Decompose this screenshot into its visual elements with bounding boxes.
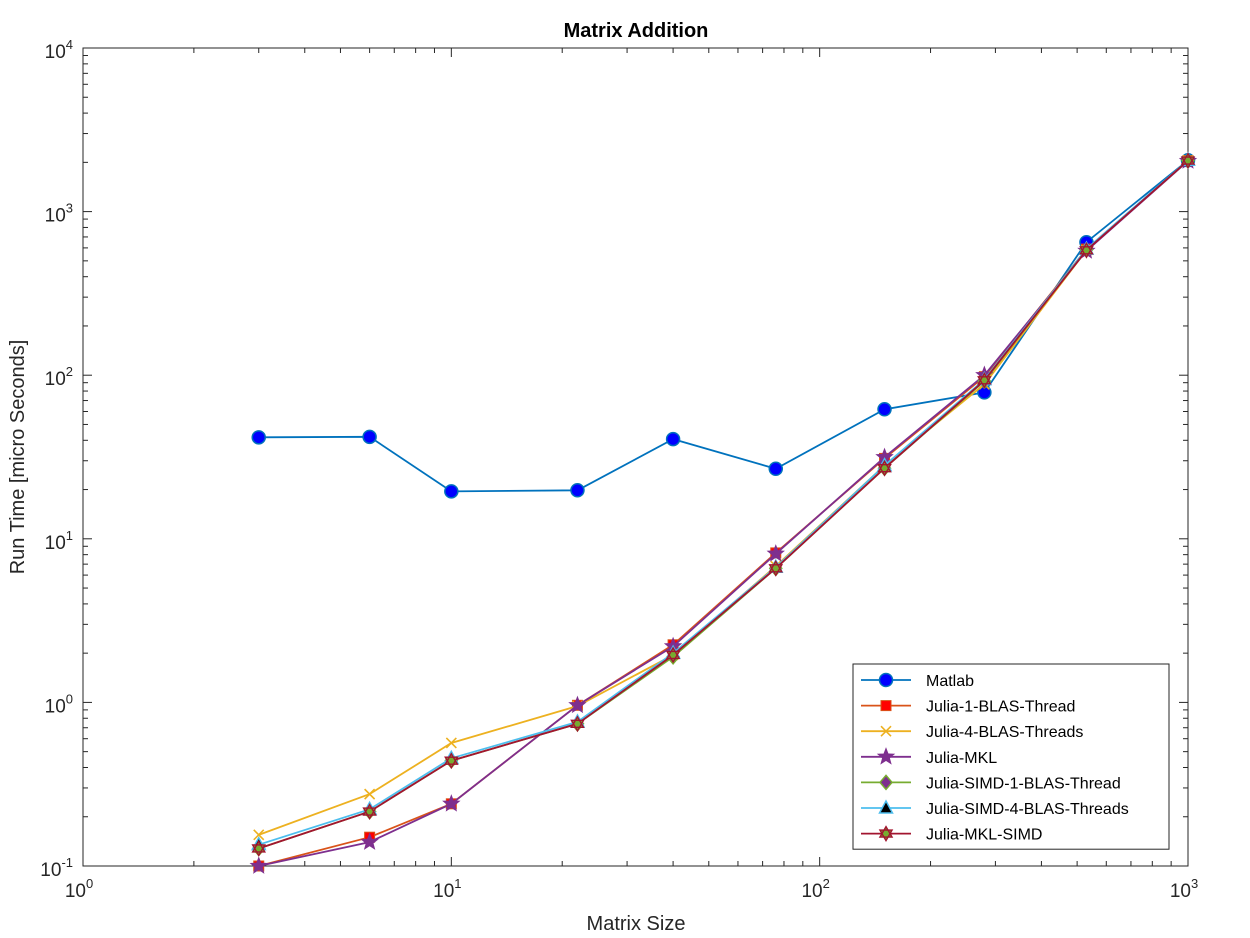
data-point-matlab — [877, 402, 892, 417]
legend-label: Julia-MKL-SIMD — [926, 827, 1042, 844]
data-point-julia-mkl-simd — [768, 559, 784, 577]
legend-item-julia-1-blas-thread: Julia-1-BLAS-Thread — [861, 699, 1075, 716]
series-layer — [249, 151, 1198, 874]
data-point-julia-mkl-simd — [1180, 152, 1196, 170]
data-point-julia-4-blas-threads — [253, 829, 265, 841]
data-point-julia-mkl-simd — [570, 715, 585, 733]
y-tick-label: 103 — [45, 201, 73, 227]
x-axis-title: Matrix Size — [587, 913, 686, 935]
legend-marker — [876, 747, 896, 765]
x-tick-label: 102 — [801, 876, 829, 902]
data-point-matlab — [768, 461, 784, 477]
data-point-matlab — [444, 484, 459, 499]
data-point-julia-mkl-simd — [251, 840, 267, 857]
data-point-matlab — [570, 483, 585, 498]
series-julia-mkl-simd — [251, 152, 1196, 857]
y-tick-label: 100 — [45, 691, 73, 717]
legend-label: Julia-MKL — [926, 750, 997, 767]
legend-marker — [880, 700, 892, 712]
legend-label: Julia-4-BLAS-Threads — [926, 724, 1083, 741]
legend-label: Julia-1-BLAS-Thread — [926, 699, 1075, 716]
legend-label: Matlab — [926, 673, 974, 690]
x-tick-label: 100 — [65, 876, 93, 902]
data-point-matlab — [665, 431, 681, 447]
legend-marker — [879, 774, 893, 791]
legend-item-julia-simd-4-blas-threads: Julia-SIMD-4-BLAS-Threads — [861, 799, 1129, 818]
axes-box — [82, 47, 1189, 867]
data-point-julia-4-blas-threads — [445, 737, 457, 749]
data-point-julia-mkl-simd — [665, 646, 681, 664]
data-point-julia-mkl — [249, 856, 268, 874]
legend-item-julia-4-blas-threads: Julia-4-BLAS-Threads — [861, 724, 1083, 741]
legend-label: Julia-SIMD-1-BLAS-Thread — [926, 775, 1121, 792]
y-tick-label: 101 — [45, 528, 73, 554]
legend-label: Julia-SIMD-4-BLAS-Threads — [926, 801, 1129, 818]
legend-item-julia-mkl: Julia-MKL — [861, 747, 997, 767]
y-axis-title: Run Time [micro Seconds] — [7, 340, 29, 575]
y-tick-label: 10-1 — [40, 855, 73, 881]
legend-marker — [878, 825, 894, 843]
legend-item-matlab: Matlab — [861, 672, 974, 690]
series-line-julia-mkl-simd — [258, 159, 1189, 850]
data-point-julia-4-blas-threads — [364, 788, 376, 800]
y-tick-label: 102 — [45, 364, 73, 390]
legend-item-julia-mkl-simd: Julia-MKL-SIMD — [861, 825, 1042, 844]
x-tick-label: 101 — [433, 876, 461, 902]
data-point-julia-mkl — [442, 794, 461, 812]
data-point-julia-mkl-simd — [877, 459, 892, 477]
data-point-julia-mkl-simd — [1079, 241, 1094, 259]
legend-marker — [878, 799, 894, 814]
data-point-julia-mkl — [568, 695, 587, 714]
legend-marker — [878, 672, 894, 688]
x-tick-label: 103 — [1170, 876, 1198, 902]
y-tick-label: 104 — [45, 37, 73, 63]
data-point-matlab — [251, 430, 266, 445]
legend-item-julia-simd-1-blas-thread: Julia-SIMD-1-BLAS-Thread — [861, 774, 1121, 792]
data-point-julia-mkl — [766, 544, 785, 562]
data-point-julia-mkl-simd — [362, 803, 377, 821]
data-point-julia-mkl-simd — [977, 371, 992, 389]
data-point-julia-mkl-simd — [444, 752, 459, 770]
legend: Matlab Julia-1-BLAS-Thread Julia-4-BLAS-Th… — [852, 663, 1170, 850]
chart-title: Matrix Addition — [564, 20, 709, 42]
data-point-julia-mkl — [360, 832, 379, 850]
legend-marker — [880, 725, 892, 737]
data-point-matlab — [362, 429, 377, 445]
